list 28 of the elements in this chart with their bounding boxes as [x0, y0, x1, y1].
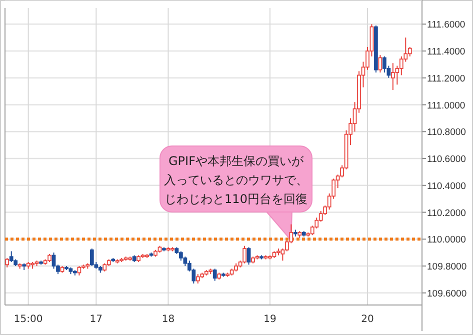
x-tick-label: 17	[90, 314, 103, 325]
candlestick	[408, 46, 412, 57]
candlestick	[5, 257, 10, 268]
candlestick	[242, 245, 246, 264]
annotation: GPIFや本邦生保の買いが入っているとのウワサで、じわじわと110円台を回復	[164, 154, 308, 206]
candlestick	[196, 274, 200, 284]
candlestick	[52, 252, 56, 270]
x-tick-label: 19	[264, 314, 276, 325]
y-tick-label: 110.0000	[427, 234, 466, 246]
y-tick-label: 109.6000	[427, 288, 467, 300]
x-tick-label: 18	[162, 314, 175, 325]
x-tick-label: 20	[361, 314, 374, 325]
y-tick-label: 111.6000	[427, 20, 466, 31]
y-tick-label: 111.2000	[427, 73, 466, 84]
x-tick-label: 15:00	[14, 314, 43, 325]
y-tick-label: 110.4000	[427, 180, 466, 192]
candlestick	[90, 248, 94, 267]
candlestick	[212, 268, 217, 282]
y-tick-label: 111.0000	[427, 100, 466, 112]
candlestick	[246, 246, 251, 266]
y-tick-label: 109.8000	[427, 262, 467, 273]
y-tick-label: 110.6000	[427, 154, 466, 166]
candlestick	[378, 54, 382, 74]
candlestick	[9, 250, 14, 262]
y-tick-label: 110.8000	[427, 127, 466, 138]
y-tick-label: 111.4000	[427, 46, 466, 58]
candlestick	[390, 62, 395, 90]
y-tick-label: 110.2000	[427, 208, 466, 219]
